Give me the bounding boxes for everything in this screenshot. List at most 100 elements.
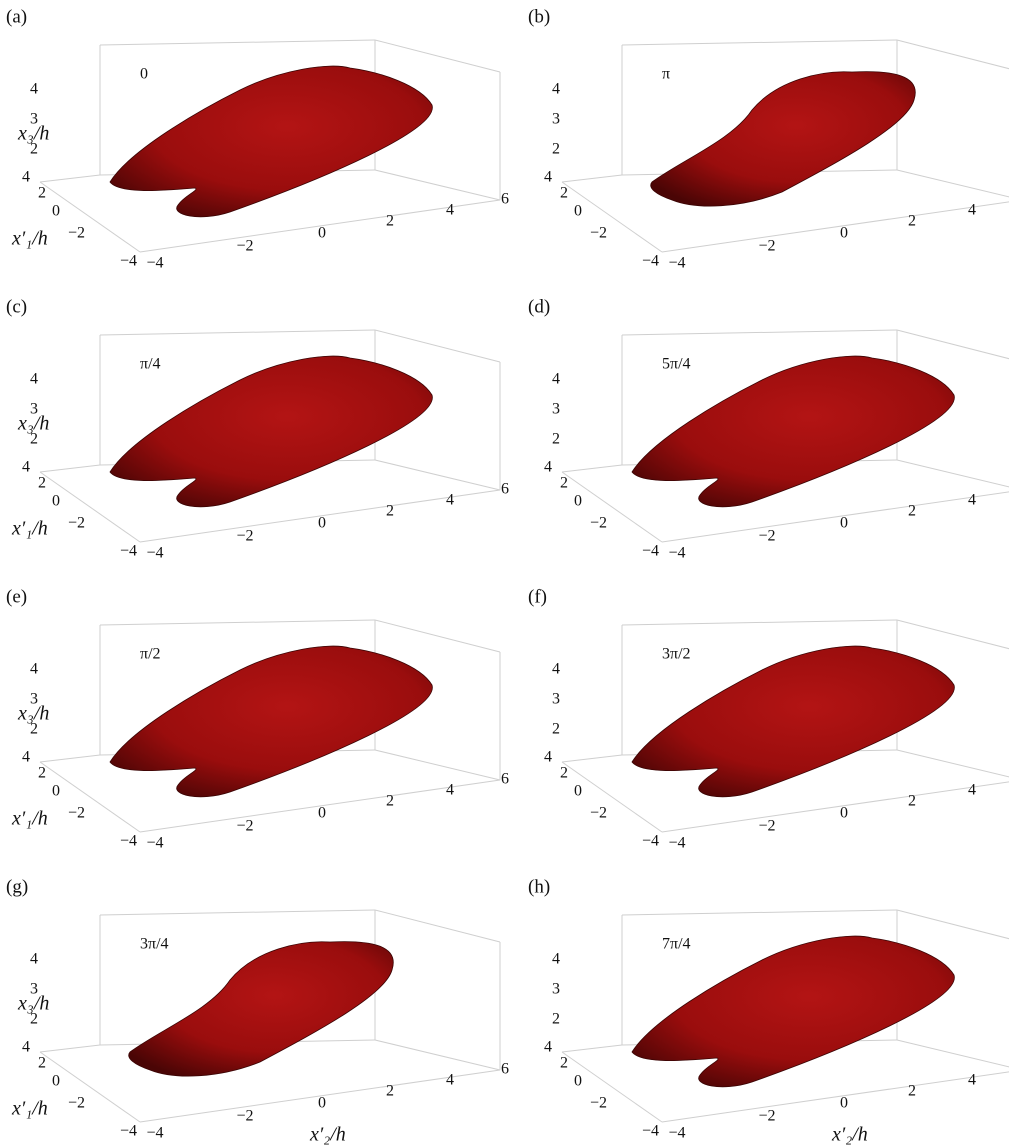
x2-tick-label: 4 — [446, 492, 454, 509]
box-edge — [374, 1039, 501, 1071]
box-edge — [374, 909, 501, 943]
x1-tick-label: −2 — [590, 225, 607, 242]
isosurface — [631, 355, 955, 508]
panel-label: (f) — [528, 586, 547, 607]
x1-axis-label: x′₁/h — [11, 808, 48, 830]
phase-label: π — [662, 66, 670, 83]
x2-tick-label: −4 — [668, 545, 685, 562]
x2-tick-label: −2 — [236, 528, 253, 545]
box-edge — [39, 174, 101, 183]
x2-tick-label: −2 — [236, 1108, 253, 1125]
x1-tick-label: −4 — [120, 253, 137, 270]
box-edge — [39, 1051, 141, 1123]
x2-tick-label: −2 — [758, 238, 775, 255]
phase-label: 7π/4 — [662, 936, 691, 953]
x2-tick-label: 4 — [446, 1072, 454, 1089]
panel-label: (c) — [6, 296, 27, 317]
x2-tick-label: 0 — [840, 1095, 848, 1112]
x2-tick-label: 6 — [501, 481, 509, 498]
x1-tick-label: 4 — [22, 1039, 30, 1056]
x3-tick-label: 4 — [30, 661, 38, 678]
x3-tick-label: 3 — [30, 691, 38, 708]
box-edge — [896, 169, 1009, 198]
x1-tick-label: 4 — [544, 1039, 552, 1056]
box-edge — [39, 464, 101, 473]
box-edge — [621, 39, 898, 46]
box-edge — [661, 201, 1009, 253]
box-edge — [561, 181, 663, 253]
box-edge — [139, 779, 501, 833]
x1-tick-label: 4 — [544, 749, 552, 766]
x1-tick-label: −2 — [590, 1095, 607, 1112]
box-edge — [374, 39, 501, 73]
x1-tick-label: 4 — [22, 749, 30, 766]
x1-tick-label: −2 — [590, 515, 607, 532]
x3-tick-label: 3 — [552, 981, 560, 998]
x2-tick-label: 6 — [501, 771, 509, 788]
box-edge — [896, 749, 1009, 778]
x2-tick-label: −4 — [668, 1125, 685, 1142]
box-edge — [561, 464, 623, 473]
x2-tick-label: 0 — [318, 805, 326, 822]
x1-tick-label: 4 — [22, 169, 30, 186]
box-edge — [139, 199, 501, 253]
x1-tick-label: −2 — [68, 515, 85, 532]
x1-tick-label: −4 — [642, 1123, 659, 1140]
panel-label: (a) — [6, 6, 27, 27]
x1-tick-label: −2 — [68, 1095, 85, 1112]
box-edge — [99, 329, 376, 336]
x2-tick-label: 0 — [840, 515, 848, 532]
x2-tick-label: −2 — [758, 1108, 775, 1125]
x2-tick-label: 2 — [908, 503, 916, 520]
box-edge — [374, 169, 501, 201]
x2-tick-label: −4 — [146, 545, 163, 562]
x3-tick-label: 3 — [552, 401, 560, 418]
x1-tick-label: 0 — [574, 203, 582, 220]
phase-label: 3π/4 — [140, 936, 169, 953]
isosurface — [109, 355, 433, 508]
box-edge — [99, 39, 376, 46]
x2-tick-label: 0 — [318, 1095, 326, 1112]
box-edge — [896, 1039, 1009, 1068]
x1-tick-label: −4 — [642, 833, 659, 850]
box-edge — [896, 619, 1009, 650]
x3-tick-label: 2 — [30, 141, 38, 158]
box-edge — [99, 619, 376, 626]
box-edge — [39, 761, 141, 833]
x1-tick-label: 4 — [544, 169, 552, 186]
x2-tick-label: 2 — [386, 503, 394, 520]
box-edge — [561, 1051, 663, 1123]
phase-label: π/4 — [140, 356, 161, 373]
box-edge — [374, 329, 501, 363]
x1-tick-label: 2 — [560, 765, 568, 782]
x2-tick-label: 0 — [840, 805, 848, 822]
box-edge — [621, 909, 898, 916]
phase-label: 3π/2 — [662, 646, 691, 663]
x3-axis-label: x₃/h — [17, 703, 49, 725]
x2-tick-label: 2 — [908, 793, 916, 810]
x1-tick-label: 2 — [560, 1055, 568, 1072]
x3-tick-label: 2 — [30, 721, 38, 738]
x3-tick-label: 4 — [30, 371, 38, 388]
panel-label: (b) — [528, 6, 550, 27]
x1-tick-label: 0 — [52, 1073, 60, 1090]
box-edge — [39, 754, 101, 763]
x2-tick-label: −2 — [758, 818, 775, 835]
x3-tick-label: 4 — [552, 81, 560, 98]
phase-label: 5π/4 — [662, 356, 691, 373]
x1-axis-label: x′₁/h — [11, 1098, 48, 1120]
x3-tick-label: 2 — [552, 721, 560, 738]
x3-tick-label: 3 — [30, 401, 38, 418]
x3-tick-label: 3 — [30, 981, 38, 998]
x2-tick-label: 4 — [968, 492, 976, 509]
x1-tick-label: 4 — [544, 459, 552, 476]
isosurface — [109, 645, 433, 798]
x1-tick-label: 2 — [560, 185, 568, 202]
x1-tick-label: 0 — [574, 783, 582, 800]
x3-axis-label: x₃/h — [17, 413, 49, 435]
panel-label: (g) — [6, 876, 28, 897]
x2-axis-label: x′₂/h — [831, 1124, 868, 1146]
